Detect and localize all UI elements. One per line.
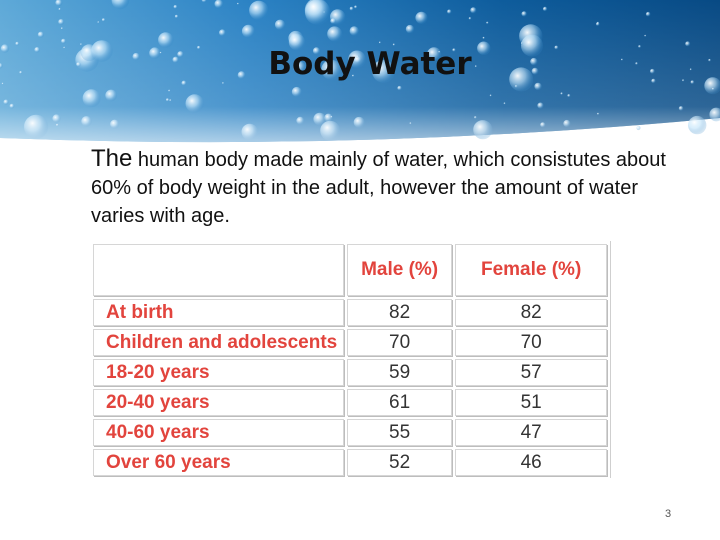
male-value: 61 — [346, 389, 453, 416]
table-row: Over 60 years 52 46 — [93, 449, 607, 476]
row-label: Over 60 years — [93, 449, 344, 476]
female-value: 57 — [455, 359, 607, 386]
header-female: Female (%) — [455, 244, 607, 296]
body-water-table: Male (%) Female (%) At birth 82 82 Child… — [90, 241, 611, 478]
intro-paragraph: The human body made mainly of water, whi… — [91, 145, 691, 230]
table-row: 18-20 years 59 57 — [93, 359, 607, 386]
male-value: 59 — [346, 359, 453, 386]
female-value: 70 — [455, 329, 607, 356]
table-row: 40-60 years 55 47 — [93, 419, 607, 446]
male-value: 82 — [346, 299, 453, 326]
female-value: 82 — [455, 299, 607, 326]
page-number: 3 — [665, 508, 672, 520]
row-label: 18-20 years — [93, 359, 344, 386]
row-label: 40-60 years — [93, 419, 344, 446]
table-row: At birth 82 82 — [93, 299, 607, 326]
table-header-row: Male (%) Female (%) — [93, 244, 607, 296]
header-male: Male (%) — [346, 244, 453, 296]
row-label: At birth — [93, 299, 344, 326]
female-value: 47 — [455, 419, 607, 446]
male-value: 70 — [346, 329, 453, 356]
row-label: 20-40 years — [93, 389, 344, 416]
female-value: 46 — [455, 449, 607, 476]
female-value: 51 — [455, 389, 607, 416]
bubble-decoration — [636, 125, 641, 131]
male-value: 55 — [346, 419, 453, 446]
intro-text: human body made mainly of water, which c… — [91, 149, 666, 227]
male-value: 52 — [346, 449, 453, 476]
intro-lead-word: The — [91, 145, 133, 172]
table-row: Children and adolescents 70 70 — [93, 329, 607, 356]
header-blank — [93, 244, 344, 296]
table-row: 20-40 years 61 51 — [93, 389, 607, 416]
slide-title: Body Water — [268, 46, 472, 82]
row-label: Children and adolescents — [93, 329, 344, 356]
water-bubbles-banner — [0, 0, 720, 145]
